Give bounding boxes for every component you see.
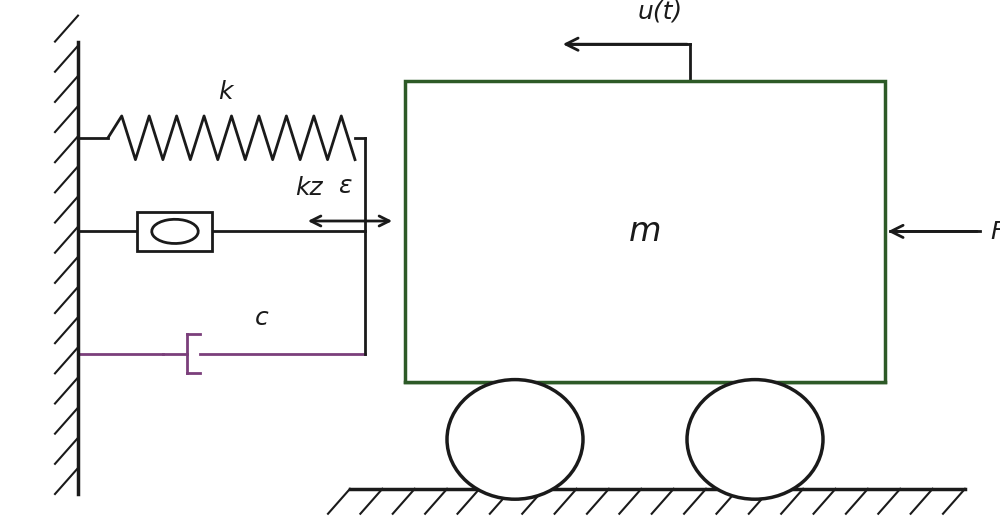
Bar <box>137 212 212 251</box>
Text: m: m <box>629 215 661 248</box>
Ellipse shape <box>152 219 198 243</box>
Text: c: c <box>255 306 269 330</box>
Bar <box>405 81 885 382</box>
Text: ε: ε <box>338 174 352 198</box>
Text: u(t): u(t) <box>637 0 683 23</box>
Ellipse shape <box>687 380 823 499</box>
Ellipse shape <box>447 380 583 499</box>
Text: kz: kz <box>295 176 323 200</box>
Text: F(t): F(t) <box>990 219 1000 243</box>
Text: k: k <box>218 80 232 104</box>
